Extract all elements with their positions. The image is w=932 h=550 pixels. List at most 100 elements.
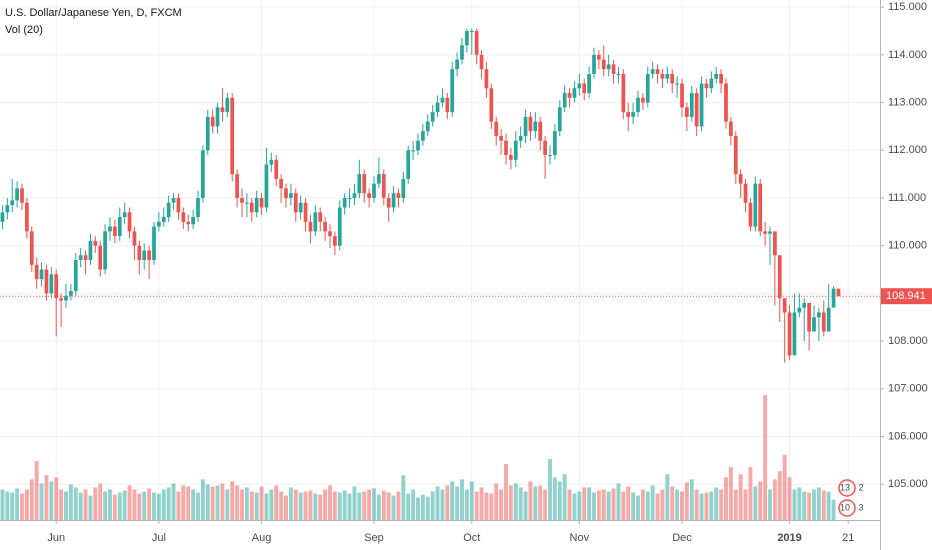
candle-body	[171, 197, 176, 203]
volume-bar	[499, 489, 504, 520]
volume-bar	[142, 491, 147, 520]
candle-body	[689, 93, 694, 117]
candle-body	[763, 231, 767, 234]
candle-body	[381, 174, 386, 198]
candle-body	[694, 93, 699, 127]
candle-body	[108, 226, 112, 232]
volume-bar	[205, 484, 210, 520]
volume-bar	[181, 485, 186, 520]
candle-body	[499, 135, 503, 141]
badge-label: 2	[858, 482, 863, 492]
candle-body	[660, 73, 665, 79]
volume-bar	[54, 477, 59, 520]
y-tick-label: 111.000	[888, 192, 926, 204]
y-tick-label: 115.000	[888, 1, 927, 13]
volume-bar	[518, 487, 523, 520]
candle-body	[562, 93, 567, 108]
volume-bar	[328, 485, 332, 520]
volume-bar	[479, 487, 484, 520]
candle-body	[821, 312, 826, 332]
candle-body	[513, 140, 518, 160]
volume-bar	[821, 490, 826, 520]
candle-body	[460, 45, 464, 60]
volume-bar	[386, 492, 391, 520]
volume-bar	[807, 492, 812, 520]
candle-body	[479, 54, 484, 70]
volume-bar	[103, 491, 108, 520]
candle-body	[98, 245, 103, 270]
candle-body	[328, 231, 332, 237]
candle-body	[264, 164, 269, 208]
volume-bar	[308, 490, 313, 520]
candle-body	[240, 197, 244, 203]
candle-body	[768, 231, 772, 234]
volume-bar	[748, 467, 753, 520]
volume-bar	[73, 487, 78, 520]
volume-bar	[528, 481, 533, 520]
volume-bar	[670, 486, 675, 520]
candle-body	[582, 83, 587, 94]
volume-bar	[156, 493, 161, 520]
volume-bar	[264, 493, 269, 520]
candle-body	[665, 73, 670, 79]
volume-bar	[49, 481, 54, 520]
candle-body	[347, 197, 352, 199]
volume-bar	[323, 489, 328, 520]
volume-bar	[132, 489, 137, 520]
candle-body	[220, 107, 225, 113]
y-tick-label: 114.000	[888, 49, 927, 61]
volume-bar	[640, 489, 645, 520]
chart-title: U.S. Dollar/Japanese Yen, D, FXCM	[5, 7, 182, 19]
volume-bar	[303, 491, 308, 520]
candle-body	[352, 193, 357, 198]
volume-bar	[645, 491, 650, 520]
volume-bar	[665, 474, 670, 520]
volume-bar	[98, 483, 103, 520]
volume-bar	[435, 486, 440, 520]
candle-body	[553, 131, 557, 156]
volume-bar	[724, 477, 728, 520]
candle-body	[577, 83, 582, 89]
volume-bar	[777, 471, 782, 520]
last-price-box	[881, 288, 932, 305]
volume-bar	[552, 477, 557, 520]
x-tick-label: Nov	[570, 532, 590, 544]
volume-bar	[88, 495, 93, 520]
volume-bar	[611, 488, 616, 520]
volume-bar	[337, 492, 342, 520]
candle-body	[650, 69, 655, 74]
volume-bar	[826, 491, 831, 520]
volume-bar	[709, 491, 714, 520]
volume-bar	[831, 499, 836, 520]
volume-bar	[196, 492, 200, 520]
volume-bar	[680, 491, 684, 520]
volume-bar	[728, 467, 733, 520]
candle-layer	[0, 28, 841, 363]
volume-bar	[376, 494, 381, 520]
x-tick-label: 21	[842, 532, 854, 544]
volume-bar	[279, 491, 284, 520]
candle-body	[196, 197, 200, 218]
volume-bar	[171, 483, 176, 520]
candle-body	[205, 116, 210, 151]
candle-body	[323, 221, 327, 232]
volume-bar	[0, 489, 5, 520]
volume-bar	[191, 489, 196, 520]
volume-bar	[230, 481, 235, 520]
volume-bar	[768, 489, 772, 520]
candle-body	[5, 205, 10, 213]
candle-body	[117, 217, 122, 237]
volume-bar	[562, 474, 567, 520]
y-tick-label: 110.000	[888, 240, 927, 252]
volume-bar	[244, 487, 249, 520]
y-tick-label: 106.000	[888, 430, 928, 442]
candle-body	[792, 312, 797, 356]
volume-bar	[381, 490, 386, 520]
volume-bar	[660, 489, 665, 520]
candle-body	[787, 312, 792, 356]
candle-body	[318, 212, 323, 222]
candle-body	[523, 116, 528, 136]
volume-bar	[719, 489, 724, 520]
